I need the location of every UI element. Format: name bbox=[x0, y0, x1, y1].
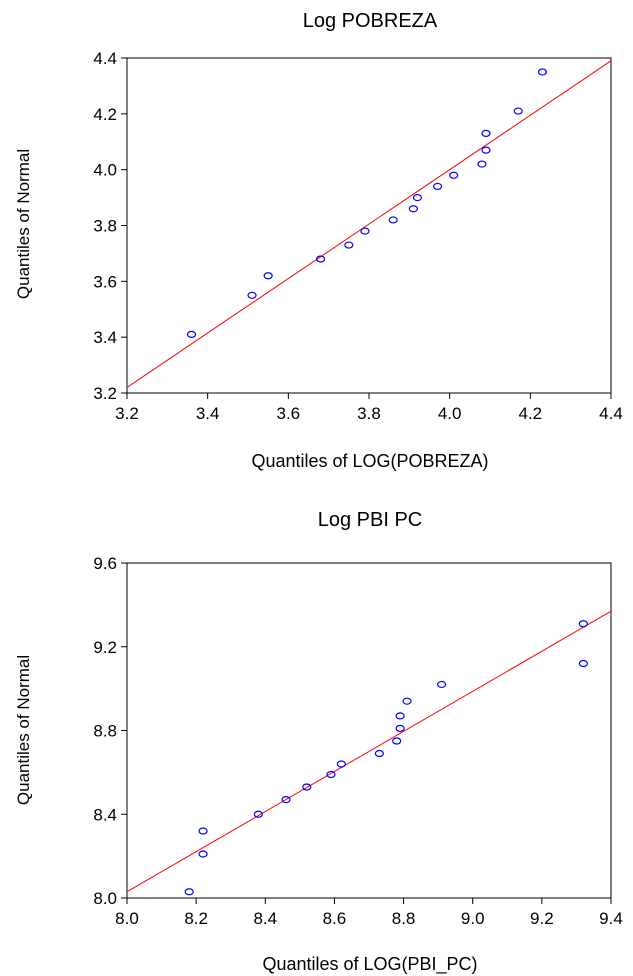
data-point bbox=[437, 680, 447, 689]
x-tick-label: 9.4 bbox=[599, 909, 623, 928]
x-tick-label: 4.4 bbox=[599, 404, 623, 423]
y-axis-label: Quantiles of Normal bbox=[14, 655, 33, 805]
data-point bbox=[578, 659, 588, 668]
data-point bbox=[578, 620, 588, 628]
plot-area bbox=[126, 562, 612, 899]
data-point bbox=[537, 68, 548, 76]
data-point bbox=[388, 216, 398, 224]
data-point bbox=[432, 182, 443, 191]
reference-line bbox=[126, 610, 612, 893]
x-tick-label: 4.0 bbox=[438, 404, 462, 423]
data-point bbox=[392, 737, 402, 745]
y-axis-label: Quantiles of Normal bbox=[14, 149, 33, 299]
x-tick-label: 3.4 bbox=[196, 404, 220, 423]
plot-area bbox=[126, 57, 612, 394]
x-tick-label: 9.0 bbox=[461, 909, 485, 928]
x-tick-label: 3.6 bbox=[277, 404, 301, 423]
y-tick-label: 3.2 bbox=[93, 384, 117, 403]
data-point bbox=[198, 850, 208, 858]
x-axis-label: Quantiles of LOG(POBREZA) bbox=[251, 451, 488, 471]
data-point bbox=[344, 241, 354, 249]
data-point bbox=[477, 160, 487, 168]
x-tick-label: 8.2 bbox=[184, 909, 208, 928]
chart-title: Log PBI PC bbox=[318, 509, 423, 531]
data-point bbox=[374, 749, 384, 758]
y-tick-label: 3.8 bbox=[93, 217, 117, 236]
data-point bbox=[326, 770, 336, 779]
chart-log-pobreza: Log POBREZA 3.2 3.4 3.6 3.8 4.0 4.2 4.4 3.2 3.4… bbox=[14, 10, 623, 471]
data-point bbox=[336, 760, 346, 768]
data-point bbox=[302, 783, 312, 791]
reference-line-segment bbox=[126, 60, 612, 388]
x-tick-label: 9.2 bbox=[530, 909, 554, 928]
data-points bbox=[184, 620, 588, 896]
data-point bbox=[481, 129, 491, 137]
data-point bbox=[412, 193, 422, 202]
data-point bbox=[513, 107, 523, 115]
data-point bbox=[247, 291, 257, 299]
data-point bbox=[395, 724, 405, 733]
x-tick-label: 3.8 bbox=[357, 404, 381, 423]
data-point bbox=[184, 888, 194, 896]
data-point bbox=[408, 205, 418, 213]
data-point bbox=[449, 171, 459, 179]
data-points bbox=[186, 68, 548, 338]
x-axis-label: Quantiles of LOG(PBI_PC) bbox=[262, 954, 477, 975]
y-tick-label: 8.0 bbox=[93, 889, 117, 908]
data-point bbox=[186, 330, 197, 338]
y-axis-ticks: 3.2 3.4 3.6 3.8 4.0 4.2 4.4 bbox=[93, 49, 127, 403]
y-tick-label: 3.4 bbox=[93, 328, 117, 347]
x-axis-ticks: 8.0 8.2 8.4 8.6 8.8 9.0 9.2 9.4 bbox=[115, 898, 623, 928]
x-tick-label: 8.0 bbox=[115, 909, 139, 928]
chart-title: Log POBREZA bbox=[303, 10, 438, 32]
y-tick-label: 4.2 bbox=[93, 105, 117, 124]
data-point bbox=[360, 227, 370, 235]
data-point bbox=[481, 146, 491, 154]
x-tick-label: 8.6 bbox=[323, 909, 347, 928]
y-tick-label: 8.4 bbox=[93, 805, 117, 824]
data-point bbox=[198, 827, 208, 835]
y-tick-label: 8.8 bbox=[93, 722, 117, 741]
x-tick-label: 4.2 bbox=[519, 404, 543, 423]
data-point bbox=[395, 712, 405, 720]
x-tick-label: 8.4 bbox=[253, 909, 277, 928]
data-point bbox=[263, 272, 273, 280]
y-tick-label: 4.0 bbox=[93, 161, 117, 180]
data-point bbox=[402, 697, 412, 705]
x-tick-label: 8.8 bbox=[392, 909, 416, 928]
y-axis-ticks: 8.0 8.4 8.8 9.2 9.6 bbox=[93, 554, 127, 908]
data-point bbox=[281, 795, 291, 804]
y-tick-label: 9.6 bbox=[93, 554, 117, 573]
reference-line-segment bbox=[126, 610, 612, 893]
x-axis-ticks: 3.2 3.4 3.6 3.8 4.0 4.2 4.4 bbox=[115, 393, 623, 423]
data-point bbox=[253, 810, 263, 818]
data-point bbox=[316, 255, 326, 263]
y-tick-label: 4.4 bbox=[93, 49, 117, 68]
chart-log-pbi-pc: Log PBI PC 8.08.48.89.29.6 8.0 8.2 8.4 8.6 8… bbox=[14, 509, 623, 975]
y-tick-label: 9.2 bbox=[93, 638, 117, 657]
reference-line bbox=[126, 60, 612, 388]
y-tick-label: 3.6 bbox=[93, 272, 117, 291]
x-tick-label: 3.2 bbox=[115, 404, 139, 423]
